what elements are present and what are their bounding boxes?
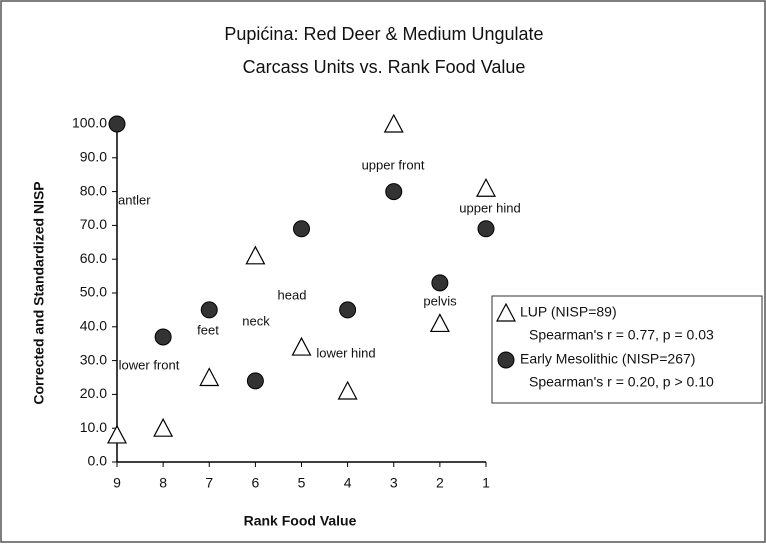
x-tick-label: 4 (344, 475, 352, 491)
legend-label: Early Mesolithic (NISP=267) (520, 351, 695, 367)
point (477, 220, 495, 238)
point (245, 245, 266, 265)
y-tick-label: 50.0 (80, 284, 107, 300)
point (291, 336, 312, 356)
x-tick-label: 9 (113, 475, 121, 491)
point (385, 183, 403, 201)
annotation: feet (197, 322, 219, 337)
point (337, 380, 358, 400)
chart-title: Carcass Units vs. Rank Food Value (243, 57, 526, 77)
y-tick-label: 10.0 (80, 419, 107, 435)
x-tick-label: 5 (298, 475, 306, 491)
legend-stats: Spearman's r = 0.20, p > 0.10 (529, 374, 714, 390)
point (199, 367, 220, 387)
x-tick-label: 8 (159, 475, 167, 491)
point (108, 115, 126, 133)
annotation: lower front (119, 357, 180, 372)
x-tick-label: 2 (436, 475, 444, 491)
x-axis-label: Rank Food Value (244, 513, 357, 529)
annotation: upper hind (459, 200, 520, 215)
y-tick-label: 20.0 (80, 385, 107, 401)
point (383, 113, 404, 133)
chart-title: Pupićina: Red Deer & Medium Ungulate (224, 24, 543, 44)
annotation: antler (118, 192, 151, 207)
point (339, 301, 357, 319)
annotation: upper front (362, 157, 425, 172)
point (497, 351, 515, 369)
point (153, 417, 174, 437)
point (476, 177, 496, 197)
legend (491, 295, 763, 404)
point (154, 328, 172, 346)
legend-stats: Spearman's r = 0.77, p = 0.03 (529, 327, 714, 343)
legend-label: LUP (NISP=89) (520, 304, 617, 320)
x-tick-label: 3 (390, 475, 398, 491)
point (107, 424, 127, 444)
annotation: head (278, 287, 307, 302)
y-tick-label: 90.0 (80, 149, 107, 165)
annotation: neck (242, 313, 270, 328)
y-tick-label: 40.0 (80, 318, 107, 334)
point (431, 274, 449, 292)
y-axis-label: Corrected and Standardized NISP (31, 181, 47, 404)
x-tick-label: 7 (205, 475, 213, 491)
y-tick-label: 30.0 (80, 351, 107, 367)
point (496, 302, 516, 322)
point (429, 313, 450, 333)
y-tick-label: 70.0 (80, 216, 107, 232)
x-tick-label: 6 (251, 475, 259, 491)
point (246, 372, 264, 390)
y-tick-label: 80.0 (80, 182, 107, 198)
y-tick-label: 100.0 (72, 115, 107, 131)
y-tick-label: 0.0 (88, 453, 108, 469)
y-tick-label: 60.0 (80, 250, 107, 266)
annotation: pelvis (423, 293, 457, 308)
annotation: lower hind (316, 345, 375, 360)
point (200, 301, 218, 319)
x-tick-label: 1 (482, 475, 490, 491)
point (293, 220, 310, 238)
